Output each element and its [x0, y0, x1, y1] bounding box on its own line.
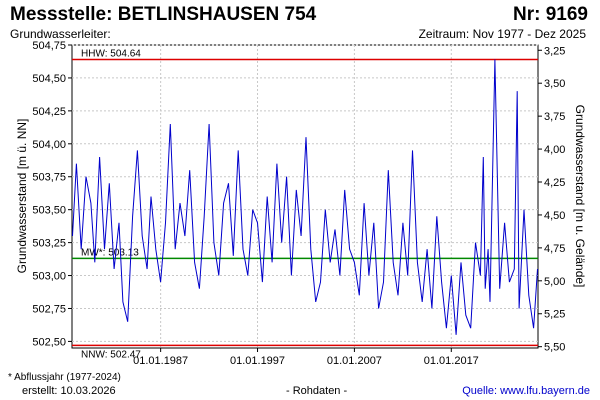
y-tick-label-left: 502,50	[32, 336, 66, 348]
x-axis: 01.01.1987 01.01.1997 01.01.2007 01.01.2017	[133, 348, 479, 367]
y-tick-label-right: 3,75	[544, 111, 565, 123]
x-tick-label: 01.01.2007	[327, 355, 382, 367]
series-layer	[72, 59, 538, 335]
grid	[72, 44, 538, 348]
station-title: Messstelle: BETLINSHAUSEN 754	[10, 4, 317, 25]
y-axis-label-right: Grundwasserstand [m u. Gelände]	[573, 105, 587, 288]
source-link[interactable]: Quelle: www.lfu.bayern.de	[462, 385, 590, 397]
reference-lines: HHW: 504.64 MW*: 503.13 NNW: 502.47	[72, 48, 538, 360]
x-tick-label: 01.01.2017	[424, 355, 479, 367]
plot-area	[71, 44, 539, 349]
y-tick-label-left: 504,50	[32, 73, 66, 85]
y-tick-label-left: 504,00	[32, 139, 66, 151]
y-tick-label-right: 5,50	[544, 342, 565, 354]
station-number: Nr: 9169	[513, 4, 588, 25]
x-tick-label: 01.01.1997	[230, 355, 285, 367]
y-tick-label-right: 4,75	[544, 243, 565, 255]
y-tick-label-right: 5,00	[544, 276, 565, 288]
y-tick-label-left: 503,50	[32, 205, 66, 217]
y-tick-label-right: 3,25	[544, 45, 565, 57]
y-tick-label-right: 4,25	[544, 177, 565, 189]
reference-line-label: MW*: 503.13	[81, 247, 139, 258]
y-tick-label-right: 5,25	[544, 309, 565, 321]
groundwater-level-line	[72, 59, 538, 335]
y-tick-label-left: 504,25	[32, 106, 66, 118]
y-tick-label-left: 503,00	[32, 271, 66, 283]
y-tick-label-left: 503,75	[32, 172, 66, 184]
raw-data-label: - Rohdaten -	[286, 385, 348, 397]
reference-line-label: NNW: 502.47	[81, 349, 141, 360]
footnote: * Abflussjahr (1977-2024)	[8, 372, 121, 383]
y-tick-label-right: 3,50	[544, 78, 565, 90]
aquifer-label: Grundwasserleiter:	[10, 27, 111, 41]
reference-line-label: HHW: 504.64	[81, 48, 141, 59]
y-tick-label-left: 503,25	[32, 238, 66, 250]
x-tick-label: 01.01.1987	[133, 355, 188, 367]
period-label: Zeitraum: Nov 1977 - Dez 2025	[418, 27, 586, 41]
y-tick-label-left: 502,75	[32, 303, 66, 315]
y-tick-label-right: 4,50	[544, 210, 565, 222]
y-axis-left: 504,75 504,50 504,25 504,00 503,75 503,50 503,…	[32, 40, 72, 348]
y-axis-label-left: Grundwasserstand [m ü. NN]	[15, 119, 29, 274]
y-tick-label-right: 4,00	[544, 144, 565, 156]
created-date: erstellt: 10.03.2026	[22, 385, 116, 397]
y-tick-label-left: 504,75	[32, 40, 66, 52]
y-axis-right: 3,25 3,50 3,75 4,00 4,25 4,50 4,75 5,00 5,25 5,50	[538, 45, 565, 354]
